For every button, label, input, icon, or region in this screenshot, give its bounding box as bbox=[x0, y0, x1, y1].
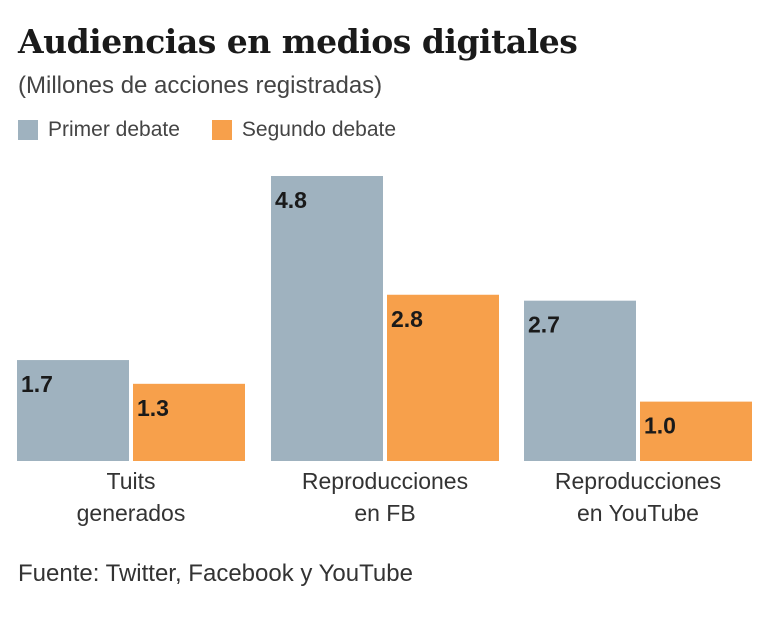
legend-swatch bbox=[211, 120, 232, 140]
legend-label: Primer debate bbox=[48, 118, 180, 141]
data-label: 2.8 bbox=[391, 306, 423, 332]
legend-swatch bbox=[18, 120, 38, 140]
category-label: generados bbox=[77, 500, 186, 526]
category-label: en FB bbox=[354, 500, 415, 526]
source-note: Fuente: Twitter, Facebook y YouTube bbox=[18, 560, 413, 587]
data-label: 1.3 bbox=[137, 395, 169, 421]
category-label: Reproducciones bbox=[302, 468, 468, 494]
bar-segundo-1 bbox=[387, 294, 499, 461]
legend-item-segundo-debate: Segundo debate bbox=[211, 118, 397, 142]
data-label: 2.7 bbox=[528, 312, 560, 338]
chart-title: Audiencias en medios digitales bbox=[18, 22, 578, 61]
bar-segundo-2 bbox=[640, 401, 752, 461]
chart-subtitle: (Millones de acciones registradas) bbox=[18, 72, 383, 99]
legend-label: Segundo debate bbox=[241, 118, 397, 141]
bar-primer-0 bbox=[17, 360, 129, 461]
category-label: en YouTube bbox=[577, 500, 699, 526]
bar-primer-1 bbox=[271, 176, 383, 461]
data-label: 1.7 bbox=[21, 371, 53, 397]
bar-primer-2 bbox=[524, 300, 636, 461]
data-label: 1.0 bbox=[644, 413, 676, 439]
bar-segundo-0 bbox=[133, 383, 245, 461]
data-label: 4.8 bbox=[275, 187, 307, 213]
category-label: Reproducciones bbox=[555, 468, 721, 494]
category-label: Tuits bbox=[107, 468, 156, 494]
legend-item-primer-debate: Primer debate bbox=[18, 118, 180, 142]
legend: Primer debate Segundo debate bbox=[18, 118, 396, 142]
